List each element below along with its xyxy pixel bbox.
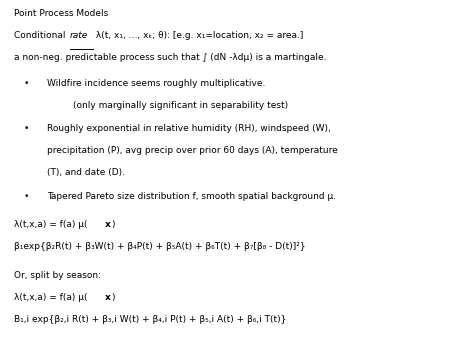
Text: (T), and date (D).: (T), and date (D).	[47, 169, 126, 178]
Text: λ(t,x,a) = f(a) μ(: λ(t,x,a) = f(a) μ(	[14, 293, 88, 302]
Text: ): )	[111, 293, 114, 302]
Text: Tapered Pareto size distribution f, smooth spatial background μ.: Tapered Pareto size distribution f, smoo…	[47, 192, 337, 201]
Text: •: •	[24, 192, 29, 201]
Text: Point Process Models: Point Process Models	[14, 9, 109, 18]
Text: rate: rate	[70, 31, 89, 40]
Text: •: •	[24, 79, 29, 88]
Text: (only marginally significant in separability test): (only marginally significant in separabi…	[73, 101, 289, 110]
Text: β₁exp{β₂R(t) + β₃W(t) + β₄P(t) + β₅A(t) + β₆T(t) + β₇[β₈ - D(t)]²}: β₁exp{β₂R(t) + β₃W(t) + β₄P(t) + β₅A(t) …	[14, 242, 306, 251]
Text: x: x	[105, 293, 110, 302]
Text: Or, split by season:: Or, split by season:	[14, 271, 101, 280]
Text: λ(t,x,a) = f(a) μ(: λ(t,x,a) = f(a) μ(	[14, 220, 88, 229]
Text: a non-neg. predictable process such that ∫ (dN -λdμ) is a martingale.: a non-neg. predictable process such that…	[14, 53, 327, 62]
Text: Roughly exponential in relative humidity (RH), windspeed (W),: Roughly exponential in relative humidity…	[47, 125, 331, 133]
Text: λ(t, x₁, …, xₖ; θ): [e.g. x₁=location, x₂ = area.]: λ(t, x₁, …, xₖ; θ): [e.g. x₁=location, x…	[93, 31, 304, 40]
Text: precipitation (P), avg precip over prior 60 days (A), temperature: precipitation (P), avg precip over prior…	[47, 147, 338, 155]
Text: Wildfire incidence seems roughly multiplicative.: Wildfire incidence seems roughly multipl…	[47, 79, 266, 88]
Text: ): )	[111, 220, 114, 229]
Text: Conditional: Conditional	[14, 31, 69, 40]
Text: B₁,i exp{β₂,i R(t) + β₃,i W(t) + β₄,i P(t) + β₅,i A(t) + β₆,i T(t)}: B₁,i exp{β₂,i R(t) + β₃,i W(t) + β₄,i P(…	[14, 315, 287, 324]
Text: x: x	[105, 220, 110, 229]
Text: •: •	[24, 125, 29, 133]
